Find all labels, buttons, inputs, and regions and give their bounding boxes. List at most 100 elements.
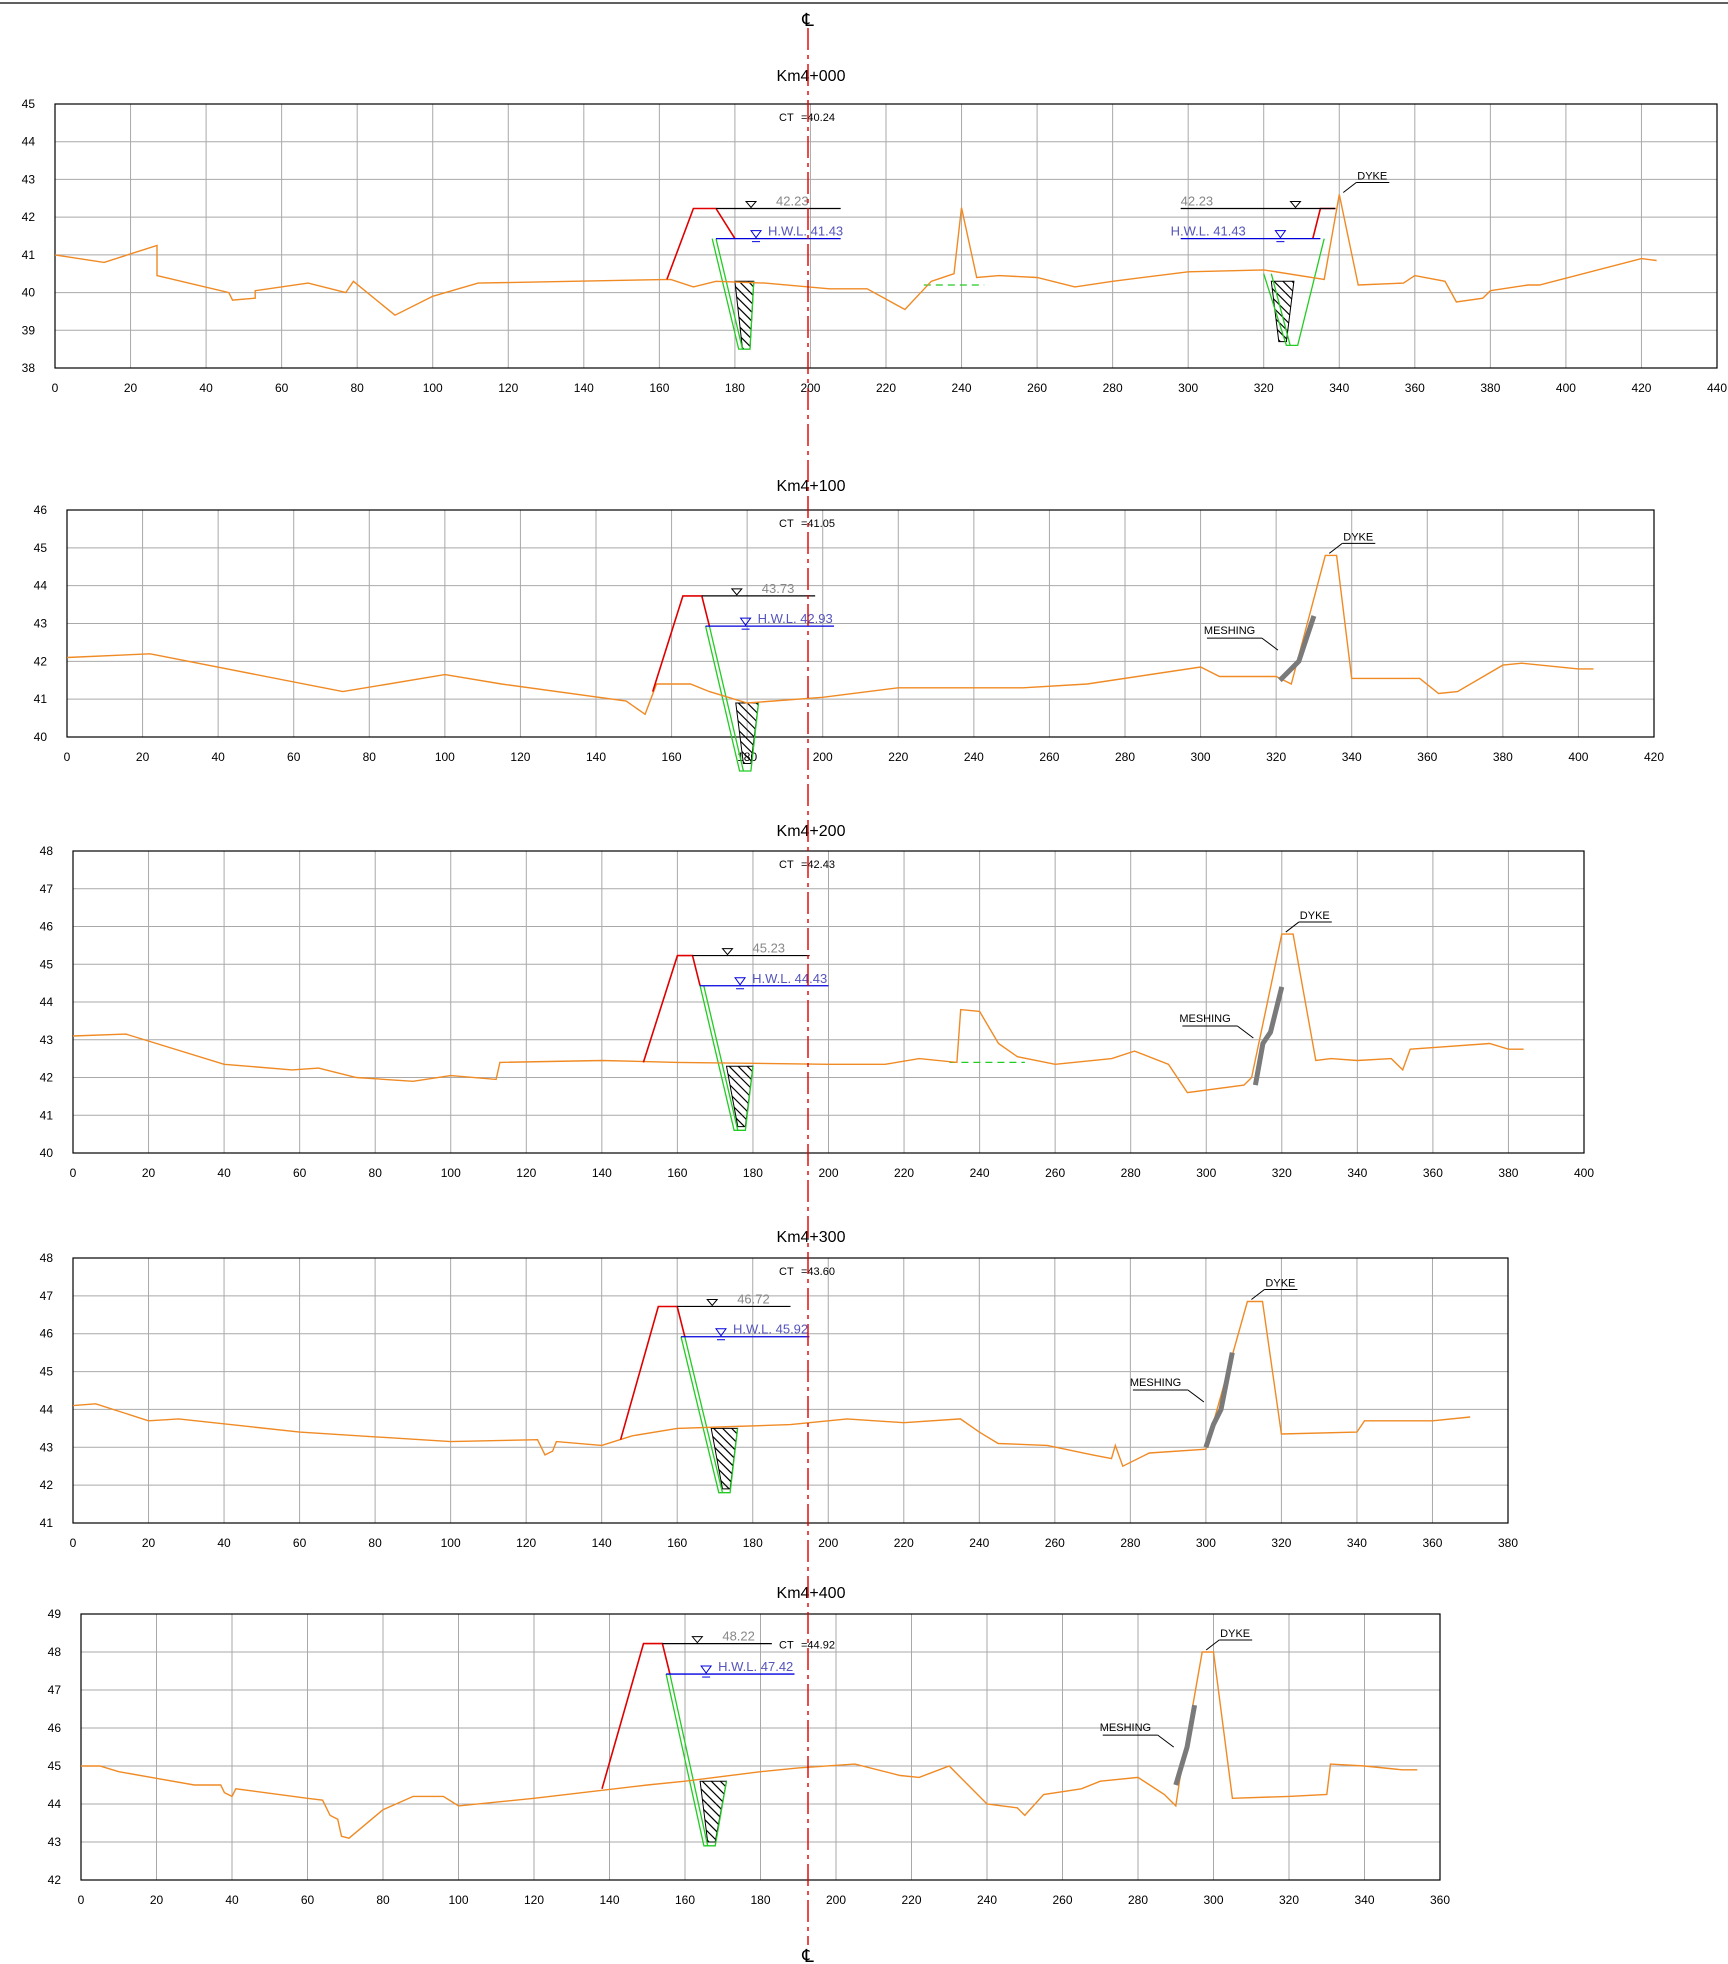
level-triangle-icon xyxy=(1289,200,1302,209)
ct-label: CT xyxy=(779,859,794,871)
embankment-slope-left xyxy=(642,954,701,1063)
y-tick-label: 44 xyxy=(40,995,54,1009)
x-tick-label: 300 xyxy=(1196,1166,1216,1180)
hatch-line xyxy=(737,1066,753,1127)
meshing-protection xyxy=(1173,1704,1198,1786)
x-tick-label: 420 xyxy=(1644,750,1664,764)
y-tick-label: 44 xyxy=(48,1797,62,1811)
y-tick-label: 46 xyxy=(48,1721,62,1735)
section-panel-3: 0 20 40 60 80 100 120 140 160 180 200 220 240 260 280 3… xyxy=(40,823,1595,1180)
x-tick-label: 0 xyxy=(70,1166,77,1180)
x-tick-label: 120 xyxy=(498,381,518,395)
x-tick-label: 40 xyxy=(217,1536,231,1550)
hatch-line xyxy=(729,1781,790,1842)
canal-outline-left xyxy=(680,1336,739,1494)
section-panel-1: 0 20 40 60 80 100 120 140 160 180 200 220 240 260 280 3… xyxy=(22,68,1728,395)
x-tick-label: 160 xyxy=(667,1536,687,1550)
y-tick-label: 46 xyxy=(34,503,48,517)
y-tick-label: 42 xyxy=(40,1478,54,1492)
hwl-label-left: H.W.L. 42.93 xyxy=(758,611,833,626)
x-tick-label: 120 xyxy=(510,750,530,764)
embankment-slope-left xyxy=(619,1305,686,1440)
x-tick-label: 240 xyxy=(964,750,984,764)
y-tick-label: 40 xyxy=(40,1146,54,1160)
hwl-triangle-icon xyxy=(750,230,762,239)
hatch-line xyxy=(735,703,759,764)
x-tick-label: 20 xyxy=(150,1893,164,1907)
crest-level-label-left: 42.23 xyxy=(776,193,809,208)
ct-label: CT xyxy=(779,518,794,530)
x-tick-label: 420 xyxy=(1631,381,1651,395)
ground-profile-line xyxy=(81,1651,1418,1839)
x-tick-label: 200 xyxy=(818,1166,838,1180)
y-tick-label: 40 xyxy=(34,730,48,744)
dyke-leader xyxy=(1342,182,1357,193)
x-tick-label: 440 xyxy=(1707,381,1727,395)
hatch-line xyxy=(700,1781,719,1842)
x-tick-label: 220 xyxy=(876,381,896,395)
y-tick-label: 47 xyxy=(40,882,54,896)
x-tick-label: 260 xyxy=(1045,1536,1065,1550)
canal-inner-left xyxy=(715,238,744,350)
meshing-leader xyxy=(1187,1389,1205,1403)
x-tick-label: 100 xyxy=(448,1893,468,1907)
canal-outline-left xyxy=(665,1673,728,1847)
x-tick-label: 160 xyxy=(662,750,682,764)
x-tick-label: 100 xyxy=(441,1536,461,1550)
y-tick-label: 38 xyxy=(22,361,36,375)
x-tick-label: 60 xyxy=(293,1166,307,1180)
x-tick-label: 300 xyxy=(1196,1536,1216,1550)
meshing-leader xyxy=(1157,1734,1175,1748)
hatch-line xyxy=(1301,281,1361,341)
section-panel-5: 0 20 40 60 80 100 120 140 160 180 200 220 240 260 280 3… xyxy=(48,1585,1451,1907)
hwl-triangle-icon xyxy=(715,1328,727,1337)
x-tick-label: 260 xyxy=(1027,381,1047,395)
x-tick-label: 260 xyxy=(1052,1893,1072,1907)
x-tick-label: 360 xyxy=(1417,750,1437,764)
x-tick-label: 180 xyxy=(743,1166,763,1180)
x-tick-label: 400 xyxy=(1568,750,1588,764)
hatch-line xyxy=(1271,281,1294,342)
level-triangle-icon xyxy=(730,588,743,596)
x-tick-label: 180 xyxy=(743,1536,763,1550)
dyke-label: DYKE xyxy=(1343,531,1373,543)
y-tick-label: 46 xyxy=(40,920,54,934)
x-tick-label: 280 xyxy=(1115,750,1135,764)
y-tick-label: 45 xyxy=(22,97,36,111)
embankment-slope-left xyxy=(666,207,736,280)
hwl-label-left: H.W.L. 41.43 xyxy=(768,224,843,239)
sections-group: 0 20 40 60 80 100 120 140 160 180 200 220 240 260 280 3… xyxy=(22,68,1728,1907)
y-tick-label: 45 xyxy=(34,541,48,555)
embankment-slope-left xyxy=(651,595,711,692)
x-tick-label: 80 xyxy=(368,1536,382,1550)
x-tick-label: 280 xyxy=(1120,1536,1140,1550)
y-tick-label: 46 xyxy=(40,1327,54,1341)
hatch-line xyxy=(719,1781,727,1842)
hatch-line xyxy=(1282,281,1294,342)
hatch-line xyxy=(710,1781,727,1842)
hwl-triangle-icon xyxy=(700,1665,713,1674)
x-tick-label: 220 xyxy=(894,1166,914,1180)
section-panel-4: 0 20 40 60 80 100 120 140 160 180 200 220 240 260 280 3… xyxy=(40,1229,1519,1550)
x-tick-label: 300 xyxy=(1203,1893,1223,1907)
dyke-leader xyxy=(1205,1639,1220,1651)
x-tick-label: 200 xyxy=(813,750,833,764)
y-tick-label: 42 xyxy=(34,654,48,668)
ct-label: CT xyxy=(779,1640,794,1652)
hatch-line xyxy=(1271,281,1294,342)
x-tick-label: 80 xyxy=(369,1166,383,1180)
y-tick-label: 41 xyxy=(22,248,36,262)
hatch-line xyxy=(711,1428,730,1489)
x-tick-label: 280 xyxy=(1103,381,1123,395)
x-tick-label: 20 xyxy=(136,750,150,764)
hatched-excavation xyxy=(726,1066,753,1127)
x-tick-label: 260 xyxy=(1039,750,1059,764)
section-title: Km4+100 xyxy=(777,478,846,495)
x-tick-label: 360 xyxy=(1405,381,1425,395)
crest-level-label-left: 45.23 xyxy=(753,941,786,956)
x-tick-label: 260 xyxy=(1045,1166,1065,1180)
hatch-line xyxy=(722,1428,738,1489)
y-tick-label: 48 xyxy=(40,1251,54,1265)
x-tick-label: 220 xyxy=(888,750,908,764)
plot-frame xyxy=(72,1257,1509,1524)
